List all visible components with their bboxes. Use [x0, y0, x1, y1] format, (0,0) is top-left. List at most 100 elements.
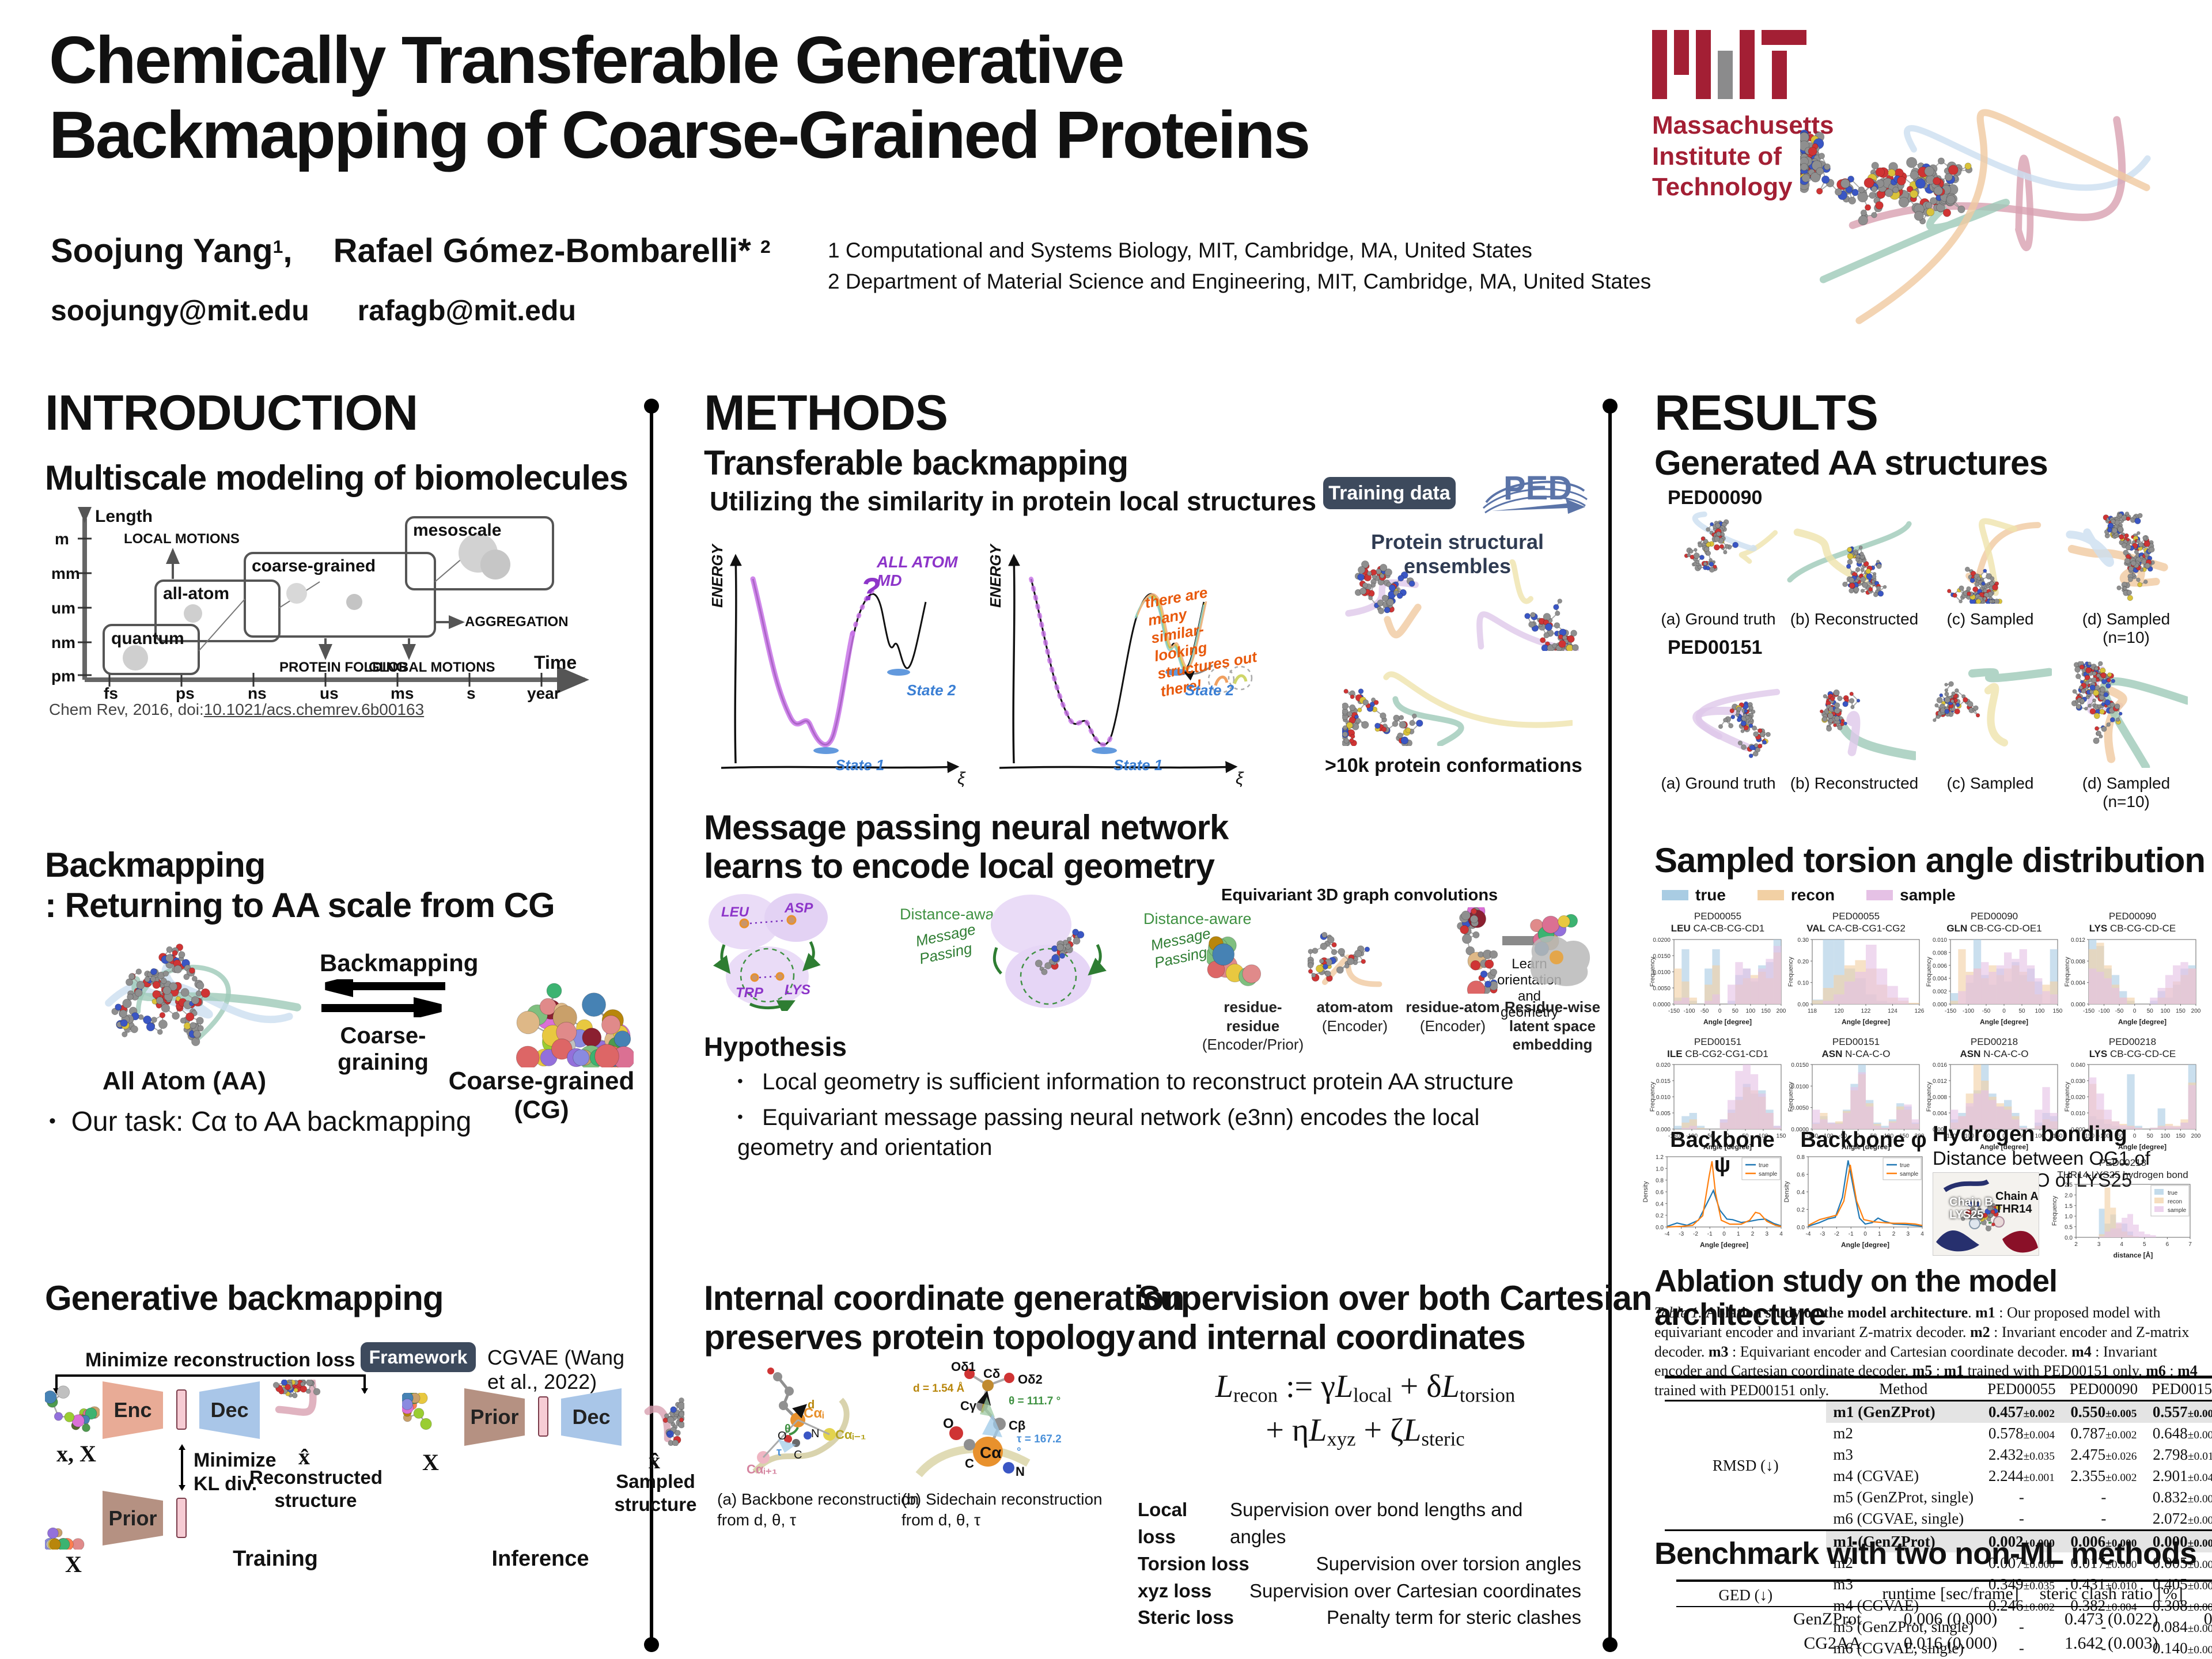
- equivariant-label: Equivariant 3D graph convolutions: [1221, 886, 1498, 904]
- svg-text:-50: -50: [1982, 1008, 1991, 1014]
- svg-text:0.008: 0.008: [1933, 1094, 1947, 1101]
- svg-text:100: 100: [2035, 1008, 2045, 1014]
- torsion-7-title: PED00218 ASN N-CA-C-O: [1960, 1036, 2029, 1059]
- sc-ca-label: Cα: [980, 1444, 1002, 1461]
- backbone-phi-chart: 0.0 0.2 0.4 0.6 0.8 -4 -3 -2 -1 0 1 2 3 4 Density Angle…: [1783, 1152, 1927, 1253]
- encoder-block: Enc: [103, 1381, 163, 1439]
- svg-text:50: 50: [2147, 1008, 2154, 1014]
- email-2[interactable]: rafagb@mit.edu: [357, 294, 577, 327]
- email-1[interactable]: soojungy@mit.edu: [51, 294, 309, 327]
- formula-line-1: Lrecon := γLlocal + δLtorsion: [1215, 1369, 1516, 1407]
- transferable-title: Transferable backmapping: [704, 444, 1128, 482]
- ped00090-a: (a) Ground truth: [1650, 511, 1786, 647]
- citation-doi-link[interactable]: 10.1021/acs.chemrev.6b00163: [203, 700, 425, 718]
- svg-text:0.000: 0.000: [2071, 1002, 2085, 1008]
- svg-text:-100: -100: [2099, 1008, 2110, 1014]
- bb-theta-label: θ: [785, 1423, 791, 1435]
- svg-text:7: 7: [2188, 1241, 2192, 1248]
- state1-label-p2: State 1: [1113, 756, 1163, 774]
- inference-input-molecule: [400, 1392, 457, 1448]
- mit-logo: Massachusetts Institute of Technology: [1652, 30, 1834, 203]
- ped00090-cap-b: (b) Reconstructed: [1790, 610, 1919, 628]
- svg-text:50: 50: [2018, 1008, 2025, 1014]
- svg-text:-2: -2: [1693, 1231, 1698, 1237]
- multiscale-figure: Length m mm um nm pm fs ps ns us ms s ye…: [49, 507, 631, 702]
- box-coarse-grained: coarse-grained: [252, 556, 376, 575]
- sidechain-reconstruction-fig: Oδ1 Cδ Oδ2 Cγ Cβ Cα O C N d = 1.54 Å θ =…: [896, 1359, 1069, 1480]
- poster-title: Chemically Transferable Generative Backm…: [49, 22, 1604, 173]
- decoder-block: Dec: [199, 1381, 260, 1439]
- X-label-1: X: [65, 1551, 82, 1577]
- formula-line-2: + ηLxyz + ζLsteric: [1266, 1412, 1465, 1450]
- xtick-fs: fs: [104, 684, 118, 702]
- xyz-loss-name: xyz loss: [1138, 1580, 1212, 1601]
- cg-label: Coarse-grained (CG): [448, 1067, 635, 1124]
- torsion-2-chart: 0.00 0.10 0.20 0.30 118 120 122 124 126 Frequency…: [1787, 935, 1925, 1030]
- svg-text:-150: -150: [2083, 1008, 2094, 1014]
- svg-text:2.0: 2.0: [2065, 1192, 2073, 1199]
- backmapping-arrow-label: Backmapping: [320, 949, 479, 976]
- xtick-ns: ns: [248, 684, 267, 702]
- energy-plot-1: ENERGY ALL ATOM MD ? State 1 State 2 ξ: [704, 521, 978, 788]
- svg-text:-50: -50: [2115, 1133, 2124, 1139]
- sc-tau-label: τ = 167.2 °: [1017, 1433, 1062, 1458]
- trp-label: TRP: [736, 985, 763, 1001]
- hypothesis-bullet-2: • Equivariant message passing neural net…: [737, 1105, 1480, 1160]
- supervision-title-1: Supervision over both Cartesian: [1138, 1279, 1653, 1317]
- latent-blob: [1530, 935, 1590, 986]
- svg-text:sample: sample: [1900, 1171, 1919, 1177]
- min-kl-label: Minimize KL div.: [194, 1449, 276, 1496]
- svg-text:122: 122: [1861, 1008, 1871, 1014]
- svg-text:2: 2: [1751, 1231, 1755, 1237]
- ic-title-1: Internal coordinate generation: [704, 1279, 1184, 1317]
- author-2: Rafael Gómez-Bombarelli*: [333, 232, 751, 270]
- legend-recon: recon: [1757, 886, 1835, 904]
- coarse-label-1: Coarse-: [340, 1023, 426, 1048]
- svg-text:4: 4: [1921, 1231, 1924, 1237]
- xi-label-2: ξ: [1236, 769, 1244, 788]
- svg-text:0.0000: 0.0000: [1653, 1002, 1671, 1008]
- ensembles-label: Protein structural ensembles: [1370, 530, 1544, 578]
- sampled-label-2: structure: [614, 1493, 697, 1515]
- xhat-label-2: x̂: [649, 1448, 660, 1474]
- sidechain-fig-caption: (b) Sidechain reconstruction from d, θ, …: [902, 1489, 1103, 1531]
- leu-label: LEU: [721, 904, 749, 920]
- cap-a2: from d, θ, τ: [717, 1511, 797, 1529]
- svg-text:Frequency: Frequency: [1649, 1082, 1656, 1112]
- ped00090-label: PED00090: [1668, 487, 1763, 509]
- xi-label-1: ξ: [957, 769, 965, 788]
- multiscale-xlabel: Time: [534, 652, 577, 673]
- ytick-nm: nm: [51, 634, 75, 652]
- conv-cap1-l1: residue-residue: [1224, 998, 1282, 1035]
- reconstructed-molecule: [272, 1377, 339, 1443]
- sidechain-fig-canvas: [915, 1369, 1031, 1478]
- coarse-graining-label: Coarse- graining: [320, 1022, 446, 1075]
- svg-text:0: 0: [1722, 1231, 1726, 1237]
- torsion-7-chart: 0.000 0.004 0.008 0.012 0.016 -150 -100 -50 0 50 1…: [1925, 1060, 2063, 1155]
- divider-right-top-dot: [1603, 399, 1618, 414]
- legend-sample: sample: [1866, 886, 1956, 904]
- svg-text:Angle [degree]: Angle [degree]: [1842, 1018, 1890, 1026]
- svg-text:true: true: [1759, 1162, 1769, 1169]
- bb-N-label: N: [811, 1427, 820, 1440]
- svg-text:50: 50: [1870, 1133, 1877, 1139]
- training-data-badge: Training data: [1323, 477, 1456, 509]
- ablation-table: MethodPED00055PED00090PED00151PED00218RM…: [1665, 1376, 2212, 1659]
- torsion-3-chart: 0.000 0.002 0.004 0.006 0.008 0.010 -150 -100 -5…: [1925, 935, 2063, 1030]
- svg-text:0.0: 0.0: [1656, 1225, 1664, 1231]
- svg-text:0.012: 0.012: [2071, 937, 2085, 944]
- loss-formula: Lrecon := γLlocal + δLtorsion + ηLxyz + …: [1146, 1368, 1584, 1450]
- svg-text:0.004: 0.004: [2071, 980, 2085, 986]
- multiscale-citation: Chem Rev, 2016, doi:10.1021/acs.chemrev.…: [49, 700, 424, 719]
- torsion-8-chart: 0.000 0.010 0.020 0.030 0.040 -150 -100 -50 0 50 1…: [2063, 1060, 2202, 1155]
- box-mesoscale: mesoscale: [413, 521, 502, 540]
- author-separator: ,: [283, 232, 293, 270]
- xX-label: x, X: [56, 1441, 96, 1467]
- ped00090-cap-a: (a) Ground truth: [1661, 610, 1776, 628]
- min-recon-label: Minimize reconstruction loss: [85, 1349, 355, 1371]
- sc-C-label: C: [965, 1456, 974, 1471]
- torsion-8-title: PED00218 LYS CB-CG-CD-CE: [2089, 1036, 2176, 1059]
- ped00090-row: (a) Ground truth (b) Reconstructed (c) S…: [1650, 511, 2195, 647]
- svg-text:0: 0: [1863, 1231, 1867, 1237]
- svg-text:50: 50: [1732, 1008, 1739, 1014]
